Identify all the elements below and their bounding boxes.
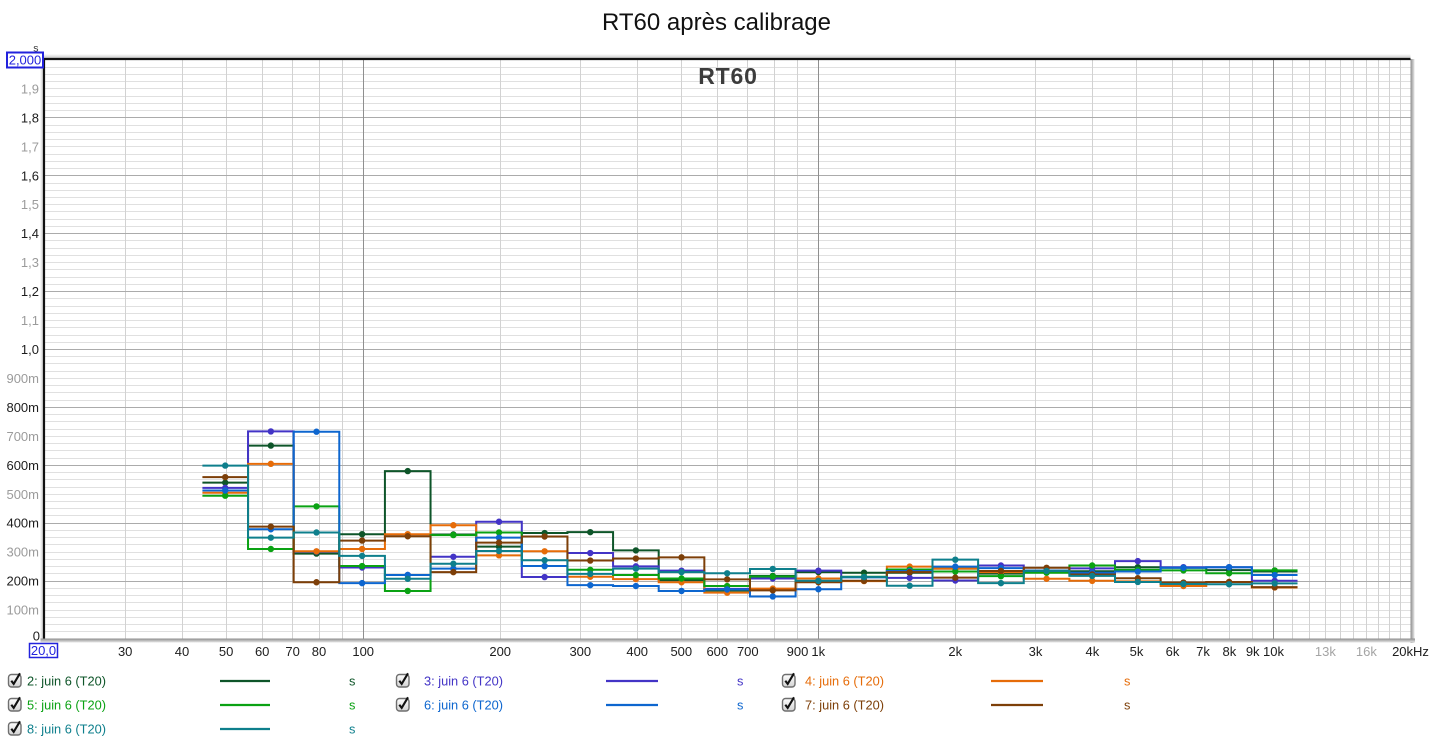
svg-text:100m: 100m <box>6 603 39 618</box>
svg-text:20,0: 20,0 <box>31 643 56 658</box>
svg-text:1k: 1k <box>811 644 825 659</box>
svg-text:9k: 9k <box>1246 644 1260 659</box>
svg-text:2: juin 6 (T20): 2: juin 6 (T20) <box>27 674 106 689</box>
svg-text:80: 80 <box>312 644 326 659</box>
svg-text:13k: 13k <box>1315 644 1336 659</box>
svg-text:10k: 10k <box>1263 644 1284 659</box>
svg-text:6: juin 6 (T20): 6: juin 6 (T20) <box>424 698 503 713</box>
svg-text:8k: 8k <box>1223 644 1237 659</box>
svg-text:600: 600 <box>706 644 728 659</box>
svg-text:2k: 2k <box>948 644 962 659</box>
svg-text:900: 900 <box>787 644 809 659</box>
svg-text:600m: 600m <box>6 458 39 473</box>
svg-text:40: 40 <box>175 644 189 659</box>
svg-text:4k: 4k <box>1086 644 1100 659</box>
svg-text:7k: 7k <box>1196 644 1210 659</box>
svg-text:s: s <box>1124 674 1130 689</box>
svg-text:30: 30 <box>118 644 132 659</box>
svg-text:16k: 16k <box>1356 644 1377 659</box>
svg-text:s: s <box>349 674 355 689</box>
svg-text:RT60: RT60 <box>698 63 757 89</box>
svg-text:3: juin 6 (T20): 3: juin 6 (T20) <box>424 674 503 689</box>
svg-text:0: 0 <box>33 629 40 644</box>
svg-text:60: 60 <box>255 644 269 659</box>
svg-text:5k: 5k <box>1130 644 1144 659</box>
svg-text:1,6: 1,6 <box>21 168 39 183</box>
svg-text:s: s <box>33 43 38 55</box>
svg-text:1,9: 1,9 <box>21 82 39 97</box>
svg-text:400m: 400m <box>6 516 39 531</box>
svg-text:s: s <box>349 698 355 713</box>
svg-text:s: s <box>1124 698 1130 713</box>
svg-text:7: juin 6 (T20): 7: juin 6 (T20) <box>805 698 884 713</box>
svg-text:1,2: 1,2 <box>21 284 39 299</box>
svg-text:900m: 900m <box>6 371 39 386</box>
svg-text:4: juin 6 (T20): 4: juin 6 (T20) <box>805 674 884 689</box>
svg-text:100: 100 <box>352 644 374 659</box>
svg-text:400: 400 <box>626 644 648 659</box>
svg-text:1,8: 1,8 <box>21 110 39 125</box>
svg-text:1,3: 1,3 <box>21 255 39 270</box>
svg-text:20kHz: 20kHz <box>1392 644 1429 659</box>
svg-text:s: s <box>737 674 743 689</box>
svg-text:700: 700 <box>737 644 759 659</box>
svg-text:5: juin 6 (T20): 5: juin 6 (T20) <box>27 698 106 713</box>
svg-text:8: juin 6 (T20): 8: juin 6 (T20) <box>27 722 106 737</box>
svg-text:300m: 300m <box>6 545 39 560</box>
svg-text:200m: 200m <box>6 574 39 589</box>
svg-text:1,5: 1,5 <box>21 197 39 212</box>
svg-text:500: 500 <box>670 644 692 659</box>
svg-text:1,1: 1,1 <box>21 313 39 328</box>
svg-text:3k: 3k <box>1029 644 1043 659</box>
svg-text:6k: 6k <box>1166 644 1180 659</box>
svg-text:50: 50 <box>219 644 233 659</box>
svg-text:1,7: 1,7 <box>21 139 39 154</box>
svg-text:200: 200 <box>489 644 511 659</box>
svg-text:2,000: 2,000 <box>9 53 42 68</box>
svg-text:800m: 800m <box>6 400 39 415</box>
svg-text:300: 300 <box>569 644 591 659</box>
svg-text:1,0: 1,0 <box>21 342 39 357</box>
svg-text:1,4: 1,4 <box>21 226 39 241</box>
svg-text:500m: 500m <box>6 487 39 502</box>
svg-text:s: s <box>349 722 355 737</box>
svg-text:700m: 700m <box>6 429 39 444</box>
svg-text:s: s <box>737 698 743 713</box>
svg-text:70: 70 <box>285 644 299 659</box>
